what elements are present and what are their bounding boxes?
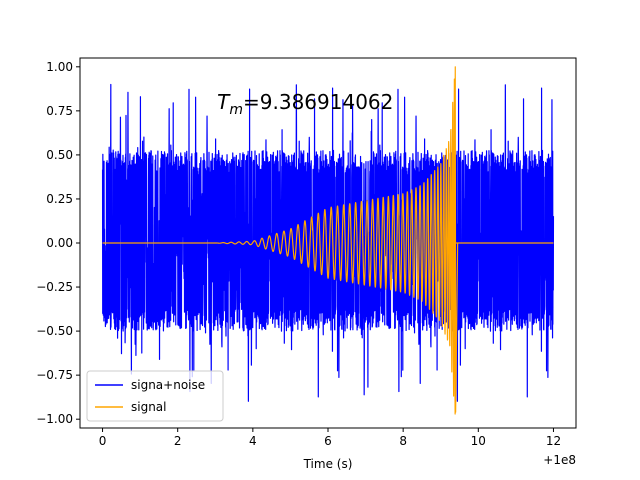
y-tick-label: 0.00 xyxy=(46,236,73,250)
x-axis-offset-label: +1e8 xyxy=(543,453,576,467)
y-tick-label: 1.00 xyxy=(46,60,73,74)
x-tick-label: 6 xyxy=(324,434,332,448)
tm-annotation-symbol: T xyxy=(217,90,231,114)
legend: signa+noise signal xyxy=(86,370,224,422)
y-tick-label: −0.50 xyxy=(36,324,73,338)
x-tick-label: 0 xyxy=(99,434,107,448)
y-tick-label: −0.25 xyxy=(36,280,73,294)
legend-label-signa-noise: signa+noise xyxy=(131,378,205,392)
series-layer xyxy=(101,66,555,415)
series-line-signal xyxy=(102,66,554,415)
y-tick-label: −1.00 xyxy=(36,412,73,426)
y-tick-label: −0.75 xyxy=(36,368,73,382)
tm-annotation: Tm=9.386914062 xyxy=(217,90,393,118)
x-tick-label: 10 xyxy=(471,434,486,448)
x-tick-label: 8 xyxy=(399,434,407,448)
legend-label-signal: signal xyxy=(131,400,167,414)
x-tick-label: 4 xyxy=(249,434,257,448)
y-tick-label: 0.75 xyxy=(46,104,73,118)
x-axis-label: Time (s) xyxy=(303,457,353,471)
tm-annotation-value: =9.386914062 xyxy=(243,90,393,114)
x-tick-label: 2 xyxy=(174,434,182,448)
legend-frame xyxy=(86,370,224,422)
x-tick-label: 12 xyxy=(546,434,561,448)
y-tick-label: 0.25 xyxy=(46,192,73,206)
y-axis-ticks: 1.00 0.75 0.50 0.25 0.00 −0.25 −0.50 −0.75 −1.00 xyxy=(36,60,80,426)
tm-annotation-subscript: m xyxy=(229,102,243,118)
x-axis-ticks: 0 2 4 6 8 10 12 xyxy=(99,428,561,448)
series-line-signa-noise xyxy=(101,83,555,402)
y-tick-label: 0.50 xyxy=(46,148,73,162)
